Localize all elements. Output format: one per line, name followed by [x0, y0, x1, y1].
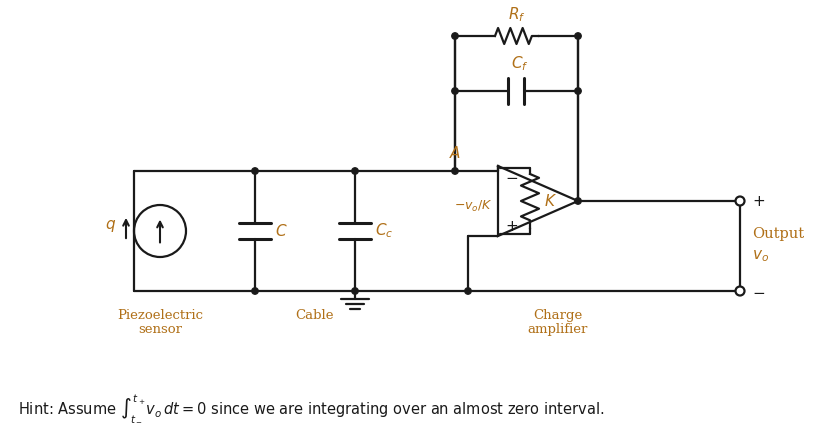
Text: Cable: Cable — [296, 309, 334, 322]
Text: $C$: $C$ — [275, 223, 287, 239]
Circle shape — [451, 168, 458, 174]
Text: $R_f$: $R_f$ — [507, 5, 526, 24]
Text: sensor: sensor — [138, 323, 182, 336]
Text: $+$: $+$ — [752, 194, 766, 208]
Text: Output: Output — [752, 227, 804, 241]
Text: $-v_o/K$: $-v_o/K$ — [454, 198, 493, 214]
Circle shape — [465, 288, 471, 294]
Text: Hint: Assume $\int_{t_-}^{t_+} v_o\, dt = 0$ since we are integrating over an al: Hint: Assume $\int_{t_-}^{t_+} v_o\, dt … — [18, 392, 604, 424]
Text: $v_o$: $v_o$ — [752, 248, 769, 264]
Text: Piezoelectric: Piezoelectric — [117, 309, 203, 322]
Text: $C_f$: $C_f$ — [511, 54, 528, 73]
Text: $K$: $K$ — [544, 193, 557, 209]
Circle shape — [736, 286, 745, 296]
Text: Charge: Charge — [533, 309, 582, 322]
Circle shape — [575, 33, 581, 39]
Circle shape — [352, 288, 358, 294]
Circle shape — [575, 88, 581, 94]
Text: $-$: $-$ — [505, 168, 518, 184]
Text: $A$: $A$ — [449, 145, 461, 161]
Circle shape — [451, 33, 458, 39]
Circle shape — [575, 198, 581, 204]
Text: amplifier: amplifier — [527, 323, 588, 336]
Circle shape — [451, 88, 458, 94]
Circle shape — [352, 168, 358, 174]
Text: $C_c$: $C_c$ — [375, 221, 393, 240]
Text: $-$: $-$ — [752, 283, 766, 299]
Circle shape — [736, 197, 745, 205]
Text: $+$: $+$ — [505, 218, 518, 234]
Circle shape — [252, 288, 258, 294]
Circle shape — [252, 168, 258, 174]
Text: $q$: $q$ — [105, 218, 116, 234]
